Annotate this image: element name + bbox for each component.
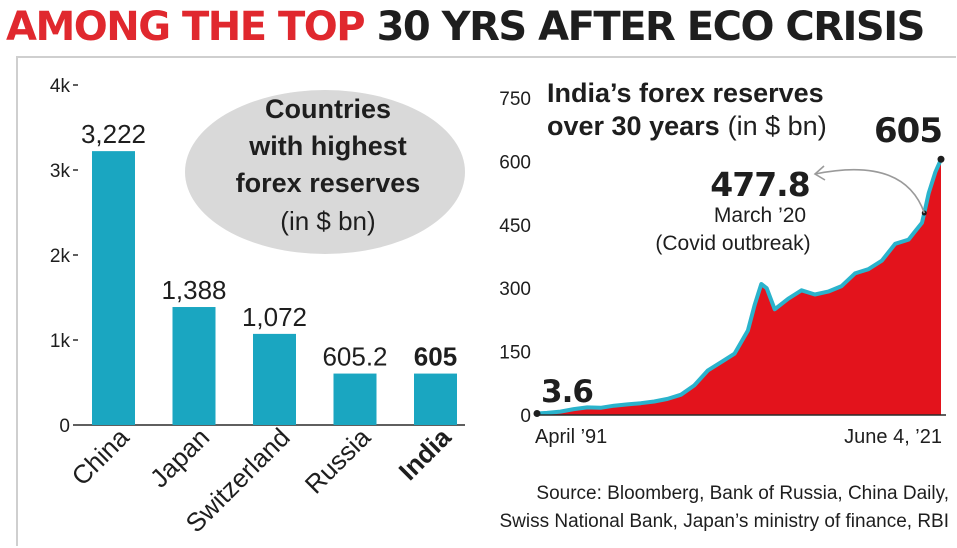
bar-china [92, 151, 135, 425]
end-point [937, 155, 945, 163]
bar-y-tick-label: 4k [50, 76, 71, 97]
bar-chart: Countries with highest forex reserves (i… [50, 76, 465, 538]
headline-part-black: 30 YRS AFTER ECO CRISIS [376, 4, 926, 50]
area-y-tick-label: 750 [499, 89, 531, 110]
bar-y-tick-label: 1k [50, 331, 71, 352]
infographic-frame [16, 56, 956, 546]
bar-value-label: 3,222 [81, 119, 146, 149]
area-title-line-2: over 30 years (in $ bn) [547, 111, 827, 141]
area-title-unit: (in $ bn) [728, 111, 827, 141]
bar-title-line-3: forex reserves [236, 168, 421, 198]
annotation-arrowhead [813, 165, 826, 181]
bar-y-tick-label: 2k [50, 246, 71, 267]
bar-india [414, 373, 457, 425]
bar-switzerland [253, 333, 296, 425]
source-line-2: Swiss National Bank, Japan’s ministry of… [499, 511, 949, 532]
area-y-tick-label: 0 [520, 406, 531, 427]
bar-title-line-1: Countries [265, 94, 391, 124]
bar-category-label: China [65, 422, 135, 492]
bar-y-tick-labels: 0 1k 2k 3k 4k [50, 76, 78, 437]
bar-category-label: India [393, 422, 457, 486]
covid-point [921, 210, 927, 216]
annotation-value-label: 477.8 [710, 165, 809, 204]
source-line-1: Source: Bloomberg, Bank of Russia, China… [536, 483, 949, 504]
end-value-label: 605 [874, 111, 942, 151]
bar-value-label: 1,072 [242, 302, 307, 332]
bar-value-label: 1,388 [161, 275, 226, 305]
bar-value-label: 605.2 [322, 342, 387, 372]
bar-russia [333, 373, 377, 425]
bar-series [92, 151, 457, 425]
annotation-date: March ’20 [714, 204, 806, 227]
title-bubble [185, 90, 465, 254]
bar-category-label: Japan [144, 422, 215, 493]
area-y-tick-label: 300 [499, 279, 531, 300]
bar-category-label: Russia [299, 422, 377, 500]
area-series-fill [537, 159, 941, 415]
bar-title-line-2: with highest [248, 131, 407, 161]
area-title-line-1: India’s forex reserves [547, 78, 824, 108]
bar-japan [172, 307, 216, 425]
area-series-line [536, 158, 943, 416]
bar-title-unit: (in $ bn) [280, 206, 375, 236]
bar-y-tick-label: 3k [50, 161, 71, 182]
annotation-arrow [814, 168, 926, 214]
area-x-label-end: June 4, ’21 [844, 426, 942, 448]
bar-value-labels: 3,222 1,388 1,072 605.2 605 [81, 119, 457, 371]
area-title-line-2-bold: over 30 years [547, 111, 720, 141]
start-value-label: 3.6 [541, 374, 593, 410]
area-x-label-start: April ’91 [535, 426, 607, 448]
headline-part-red: AMONG THE TOP [6, 4, 366, 50]
area-y-tick-label: 450 [499, 216, 531, 237]
area-y-tick-label: 150 [499, 343, 531, 364]
bar-value-label: 605 [414, 342, 457, 372]
start-point [533, 409, 541, 417]
bar-y-tick-label: 0 [59, 416, 70, 437]
area-y-tick-label: 600 [499, 152, 531, 173]
area-y-tick-labels: 0 150 300 450 600 750 [499, 89, 531, 427]
headline: AMONG THE TOP 30 YRS AFTER ECO CRISIS [6, 2, 951, 52]
annotation-note: (Covid outbreak) [655, 232, 810, 255]
